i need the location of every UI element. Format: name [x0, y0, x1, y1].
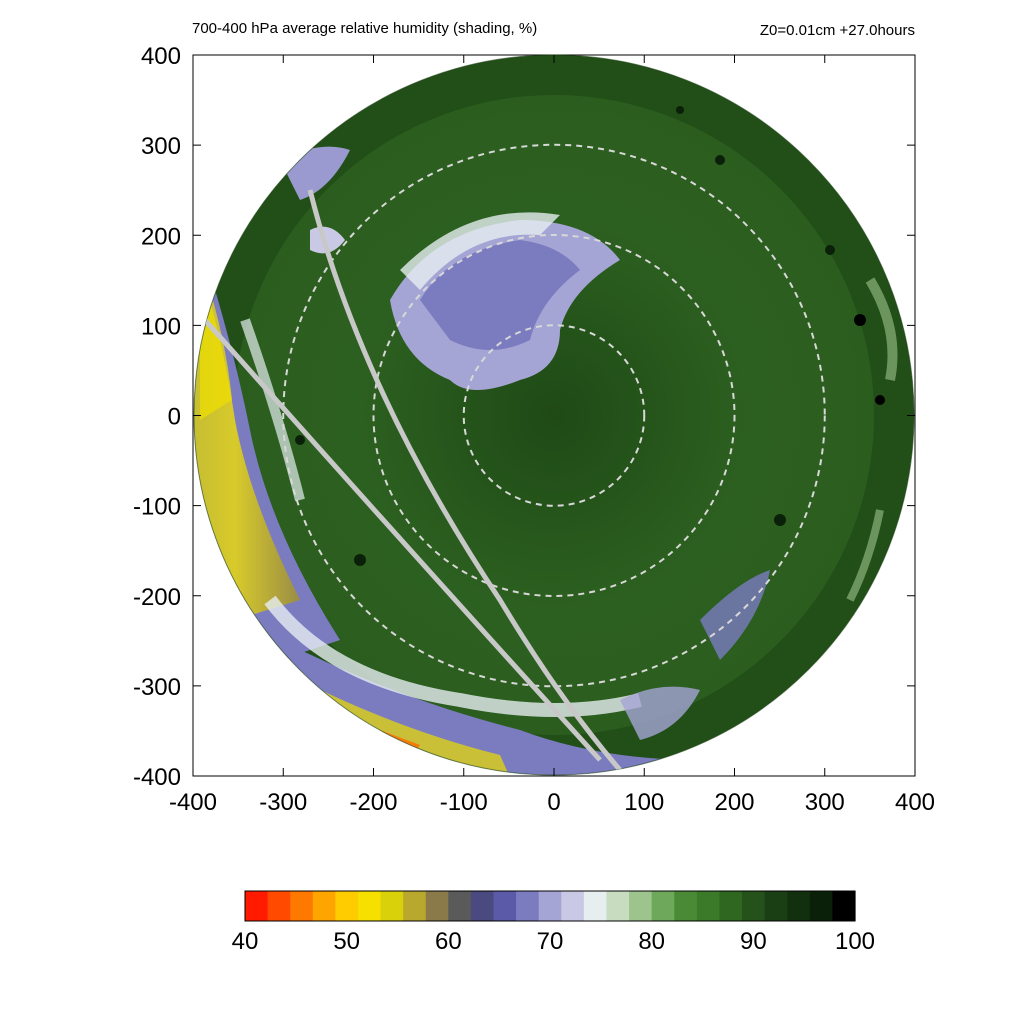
- colorbar-tick-label: 90: [740, 928, 767, 955]
- x-tick-label: 0: [547, 789, 560, 816]
- radius-circle-100: [462, 324, 646, 507]
- colorbar-swatch: [448, 891, 472, 921]
- y-tick-label: -100: [133, 494, 181, 521]
- y-tick-label: -300: [133, 674, 181, 701]
- colorbar-tick-label: 60: [435, 928, 462, 955]
- colorbar-frame: [244, 890, 856, 922]
- chart-subtitle: Z0=0.01cm +27.0hours: [759, 22, 915, 39]
- track-line-west: [203, 318, 602, 762]
- x-axis: -400 -300 -200 -100 0 100 200 300 400: [169, 55, 935, 816]
- x-tick-label: 100: [624, 789, 664, 816]
- colorbar-swatch: [380, 891, 404, 921]
- colorbar-swatch: [245, 891, 269, 921]
- y-tick-label: 0: [168, 404, 181, 431]
- colorbar-swatch: [606, 891, 630, 921]
- x-tick-label: 400: [895, 789, 935, 816]
- colorbar-swatch: [809, 891, 834, 921]
- y-tick-label: 100: [141, 313, 181, 340]
- colorbar-swatch: [787, 891, 811, 921]
- x-tick-label: 200: [714, 789, 754, 816]
- y-tick-label: 200: [141, 223, 181, 250]
- x-tick-label: -200: [349, 789, 397, 816]
- colorbar-swatch: [674, 891, 698, 921]
- colorbar-swatch: [357, 891, 382, 921]
- colorbar-swatch: [425, 891, 449, 921]
- colorbar-swatch: [312, 891, 336, 921]
- colorbar-swatch: [470, 891, 495, 921]
- track-lines: [203, 189, 622, 772]
- colorbar-swatch: [335, 891, 359, 921]
- colorbar-swatch: [267, 891, 291, 921]
- colorbar-tick-label: 40: [232, 928, 259, 955]
- x-tick-label: -400: [169, 789, 217, 816]
- colorbar-swatch: [290, 891, 314, 921]
- chart-title: 700-400 hPa average relative humidity (s…: [192, 20, 538, 37]
- y-tick-label: 300: [141, 133, 181, 160]
- colorbar: 40 50 60 70 80 90 100: [232, 890, 875, 955]
- colorbar-swatch: [629, 891, 653, 921]
- colorbar-tick-label: 50: [333, 928, 360, 955]
- track-line-north: [307, 189, 622, 772]
- colorbar-swatch: [651, 891, 675, 921]
- y-tick-label: -400: [133, 764, 181, 791]
- x-tick-label: -300: [259, 789, 307, 816]
- colorbar-swatch: [696, 891, 721, 921]
- colorbar-swatch: [832, 891, 856, 921]
- colorbar-tick-label: 80: [638, 928, 665, 955]
- radius-circle-200: [372, 234, 736, 597]
- radius-circles: [282, 143, 826, 688]
- y-tick-label: -200: [133, 584, 181, 611]
- colorbar-swatch: [561, 891, 585, 921]
- x-tick-label: -100: [440, 789, 488, 816]
- colorbar-swatch: [538, 891, 562, 921]
- colorbar-swatch: [493, 891, 517, 921]
- y-axis: 400 300 200 100 0 -100 -200 -300 -400: [133, 43, 915, 791]
- y-tick-label: 400: [141, 43, 181, 70]
- colorbar-tick-label: 70: [537, 928, 564, 955]
- colorbar-swatch: [742, 891, 766, 921]
- colorbar-swatch: [583, 891, 608, 921]
- colorbar-tick-label: 100: [835, 928, 875, 955]
- colorbar-swatch: [764, 891, 788, 921]
- radius-circle-300: [282, 143, 826, 688]
- x-tick-label: 300: [805, 789, 845, 816]
- colorbar-swatch: [719, 891, 743, 921]
- colorbar-swatch: [516, 891, 540, 921]
- colorbar-swatch: [403, 891, 427, 921]
